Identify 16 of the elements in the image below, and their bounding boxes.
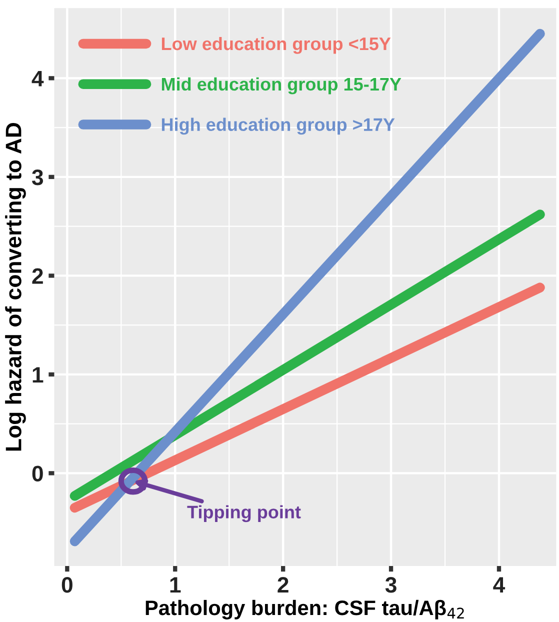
x-tick-label: 0 <box>62 577 72 593</box>
x-axis-title: Pathology burden: CSF tau/Aβ$_{42}$ <box>146 600 464 620</box>
legend-label: Mid education group 15-17Y <box>162 77 402 94</box>
annotation: Tipping point <box>187 505 301 522</box>
legend-label: High education group >17Y <box>162 118 395 135</box>
x-tick-label: 3 <box>385 577 396 593</box>
x-tick-label: 1 <box>170 577 181 593</box>
legend-label: Low education group <15Y <box>162 36 391 54</box>
y-tick-label: 3 <box>32 169 44 186</box>
x-tick-label: 4 <box>493 577 506 593</box>
y-tick-label: 4 <box>32 70 44 86</box>
y-tick-label: 0 <box>32 466 43 482</box>
y-tick-label: 2 <box>32 268 43 284</box>
y-tick-label: 1 <box>32 367 44 382</box>
x-tick-label: 2 <box>278 577 288 593</box>
y-axis-title: Log hazard of converting to AD <box>5 122 26 451</box>
